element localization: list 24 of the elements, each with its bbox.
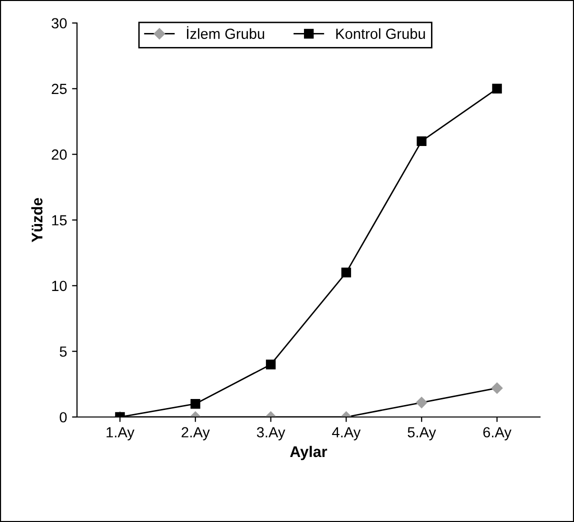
- y-tick-label: 5: [60, 346, 67, 357]
- y-tick-label: 25: [52, 84, 67, 94]
- y-tick-label: 20: [52, 149, 67, 160]
- legend-label: İzlem Grubu: [187, 26, 264, 39]
- point: [190, 399, 200, 409]
- y-tick-label: 30: [52, 18, 67, 28]
- x-axis-title: Aylar: [290, 446, 328, 460]
- x-tick-label: 6.Ay: [483, 427, 512, 440]
- point: [492, 84, 502, 94]
- y-tick-label: 15: [52, 215, 67, 226]
- y-axis-title: Yüzde: [31, 198, 42, 242]
- x-tick-label: 5.Ay: [408, 427, 436, 440]
- x-tick-label: 4.Ay: [332, 427, 361, 440]
- y-tick-label: 0: [60, 412, 67, 422]
- point: [266, 360, 276, 370]
- x-tick-label: 1.Ay: [106, 427, 134, 440]
- point: [416, 396, 428, 408]
- legend-label: Kontrol Grubu: [336, 28, 425, 39]
- x-tick-label: 3.Ay: [256, 427, 286, 440]
- y-tick-label: 10: [52, 280, 67, 292]
- point: [416, 136, 426, 146]
- x-tick-label: 2.Ay: [182, 427, 210, 440]
- point: [341, 268, 352, 278]
- point: [491, 382, 503, 394]
